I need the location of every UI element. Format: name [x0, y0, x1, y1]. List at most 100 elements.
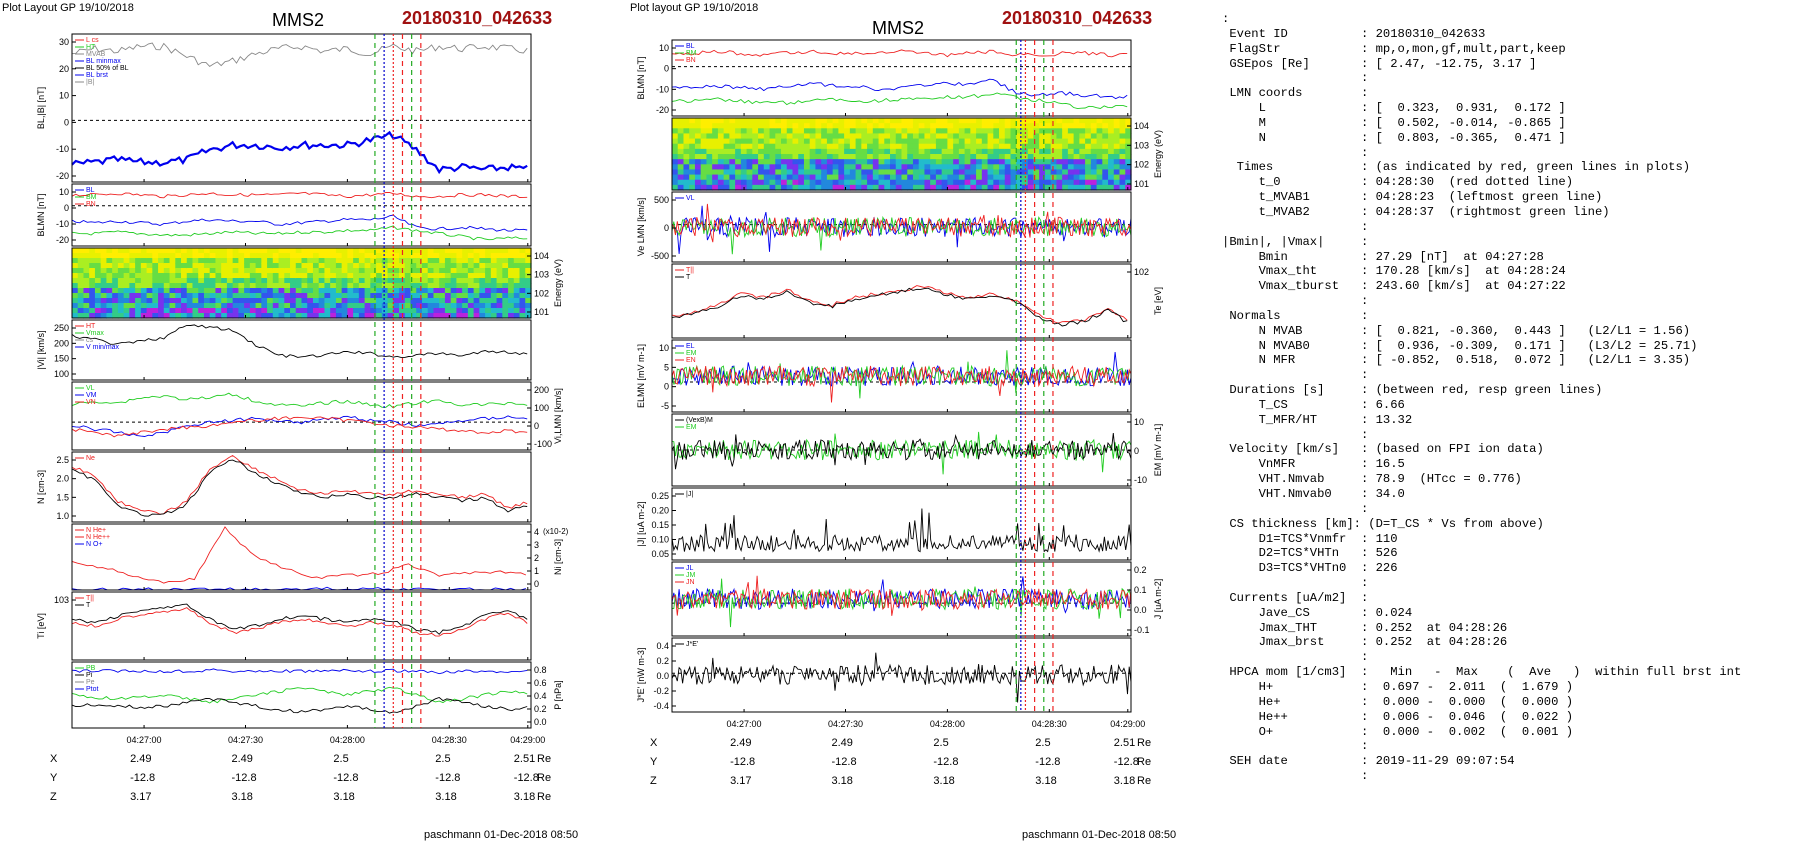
- spectrogram-cell: [255, 288, 262, 294]
- spectrogram-cell: [1050, 138, 1058, 145]
- spectrogram-cell: [427, 273, 435, 279]
- legend-entry: N He+: [86, 527, 106, 534]
- spectrogram-cell: [815, 118, 822, 124]
- spectrogram-cell: [993, 179, 1000, 186]
- spectrogram-cell: [404, 268, 412, 274]
- spectrogram-cell: [849, 143, 857, 150]
- spectrogram-cell: [769, 128, 776, 135]
- spectrogram-cell: [1119, 138, 1126, 145]
- y-tick-label: 0: [664, 223, 669, 233]
- y-axis-label: P [nPa]: [553, 680, 563, 709]
- spectrogram-cell: [261, 268, 268, 274]
- spectrogram-cell: [953, 154, 960, 160]
- spectrogram-cell: [439, 288, 446, 294]
- spectrogram-cell: [803, 123, 811, 129]
- spectrogram-cell: [353, 303, 360, 309]
- spectrogram-cell: [861, 164, 868, 171]
- spectrogram-cell: [1004, 164, 1012, 171]
- spectrogram-cell: [1010, 179, 1017, 186]
- summary-line: :: [1222, 739, 1369, 754]
- spectrogram-cell: [689, 184, 696, 191]
- spectrogram-cell: [683, 143, 690, 150]
- spectrogram-cell: [106, 278, 113, 284]
- spectrogram-cell: [895, 179, 903, 186]
- spectrogram-cell: [106, 298, 113, 304]
- spectrogram-cell: [838, 169, 845, 176]
- spectrogram-cell: [993, 154, 1000, 160]
- spectrogram-cell: [826, 118, 834, 124]
- series--vexb-m: [671, 433, 1132, 470]
- spectrogram-cell: [815, 164, 822, 171]
- spectrogram-cell: [473, 248, 480, 254]
- spectrogram-cell: [198, 263, 205, 269]
- spectrogram-cell: [844, 154, 851, 160]
- y-tick-label: -5: [661, 401, 669, 411]
- spectrogram-cell: [307, 248, 314, 254]
- spectrogram-cell: [918, 179, 926, 186]
- spectrogram-cell: [1004, 169, 1012, 176]
- spectrogram-cell: [890, 159, 897, 165]
- spectrogram-cell: [267, 263, 274, 269]
- spectrogram-cell: [72, 303, 79, 309]
- legend-entry: PB: [86, 665, 96, 672]
- spectrogram-cell: [884, 164, 891, 171]
- spectrogram-cell: [261, 288, 268, 294]
- spectrogram-cell: [89, 293, 96, 299]
- spectrogram-cell: [77, 248, 85, 254]
- spectrogram-cell: [832, 148, 839, 155]
- spectrogram-cell: [203, 298, 211, 304]
- spectrogram-cell: [1044, 164, 1052, 171]
- spectrogram-cell: [981, 159, 989, 165]
- spectrogram-cell: [1085, 169, 1092, 176]
- spectrogram-cell: [694, 143, 702, 150]
- spectrogram-cell: [1108, 143, 1115, 150]
- spectrogram-cell: [953, 118, 960, 124]
- spectrogram-cell: [999, 138, 1006, 145]
- spectrogram-cell: [318, 253, 326, 259]
- spectrogram-cell: [433, 248, 440, 254]
- spectrogram-cell: [775, 138, 782, 145]
- spectrogram-cell: [740, 169, 748, 176]
- spectrogram-cell: [683, 164, 690, 171]
- spectrogram-cell: [152, 308, 159, 314]
- spectrogram-cell: [181, 293, 188, 299]
- spectrogram-cell: [953, 184, 960, 191]
- spectrogram-cell: [1079, 128, 1086, 135]
- spectrogram-cell: [112, 263, 119, 269]
- spectrogram-cell: [855, 148, 862, 155]
- spectrogram-cell: [861, 118, 868, 124]
- spectrogram-cell: [981, 133, 989, 140]
- spectrogram-cell: [1044, 143, 1052, 150]
- spectrogram-cell: [1039, 118, 1046, 124]
- spectrogram-cell: [353, 258, 360, 264]
- spectrogram-cell: [238, 308, 245, 314]
- spectrogram-cell: [416, 313, 423, 319]
- y-axis-label: Ti [eV]: [36, 613, 46, 639]
- spectrogram-cell: [267, 293, 274, 299]
- spectrogram-cell: [740, 133, 748, 140]
- spectrogram-cell: [815, 184, 822, 191]
- spectrogram-cell: [1079, 143, 1086, 150]
- series-b-n: [71, 191, 528, 199]
- spectrogram-cell: [849, 123, 857, 129]
- summary-line: |Bmin|, |Vmax| :: [1222, 234, 1369, 249]
- spectrogram-cell: [849, 164, 857, 171]
- spectrogram-cell: [821, 154, 828, 160]
- spectrogram-cell: [421, 268, 429, 274]
- spectrogram-cell: [163, 263, 171, 269]
- summary-line: HPCA mom [1/cm3] : Min - Max ( Ave ) wit…: [1222, 665, 1742, 680]
- spectrogram-cell: [964, 148, 971, 155]
- spectrogram-cell: [158, 273, 165, 279]
- spectrogram-cell: [192, 308, 199, 314]
- spectrogram-cell: [267, 313, 274, 319]
- spectrogram-cell: [123, 283, 130, 289]
- ephem-value: 3.18: [435, 791, 457, 803]
- spectrogram-cell: [123, 313, 130, 319]
- spectrogram-cell: [838, 148, 845, 155]
- spectrogram-cell: [735, 138, 742, 145]
- spectrogram-cell: [525, 313, 532, 319]
- spectrogram-cell: [278, 293, 285, 299]
- spectrogram-cell: [867, 128, 874, 135]
- spectrogram-cell: [295, 258, 303, 264]
- spectrogram-cell: [181, 308, 188, 314]
